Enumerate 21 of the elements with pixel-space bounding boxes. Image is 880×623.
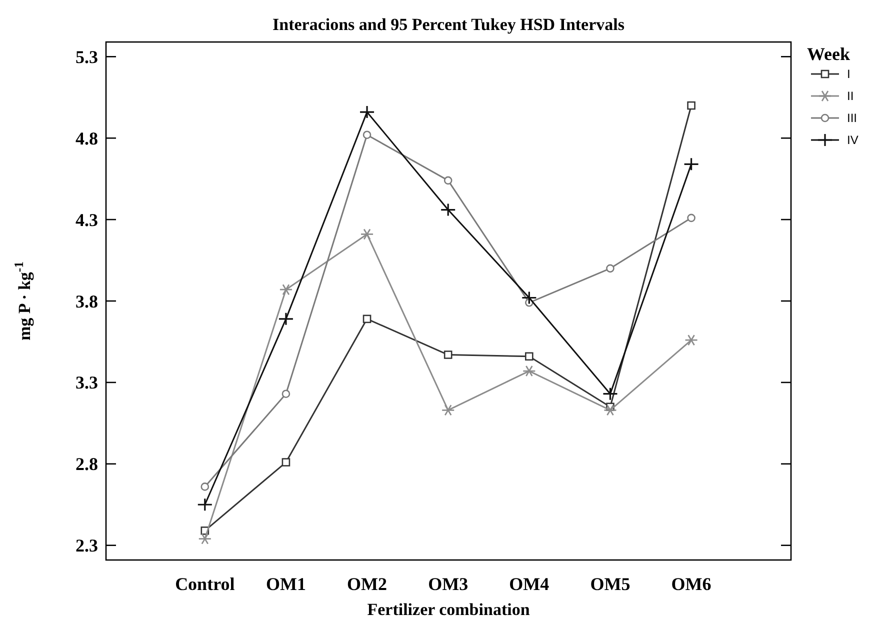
y-tick-label: 5.3 bbox=[76, 46, 98, 67]
x-tick-label: OM3 bbox=[428, 574, 468, 594]
legend-label: III bbox=[847, 111, 858, 126]
chart-title: Interacions and 95 Percent Tukey HSD Intervals bbox=[272, 15, 625, 34]
y-tick-label: 4.8 bbox=[76, 128, 98, 148]
x-tick-label: Control bbox=[175, 574, 235, 594]
y-tick-label: 2.3 bbox=[76, 536, 98, 556]
x-tick-label: OM1 bbox=[266, 574, 306, 594]
y-tick-label: 4.3 bbox=[76, 210, 98, 230]
legend-label: II bbox=[847, 89, 854, 104]
legend-label: IV bbox=[847, 133, 858, 148]
y-tick-label: 2.8 bbox=[76, 454, 98, 474]
y-tick-label: 3.8 bbox=[76, 291, 98, 312]
x-tick-label: OM2 bbox=[347, 574, 388, 594]
legend-title: Week bbox=[807, 44, 850, 64]
legend-label: I bbox=[847, 67, 850, 82]
x-tick-label: OM5 bbox=[590, 574, 630, 594]
y-tick-label: 3.3 bbox=[76, 372, 98, 393]
x-tick-label: OM4 bbox=[509, 574, 550, 594]
x-axis-title: Fertilizer combination bbox=[367, 600, 530, 619]
x-tick-label: OM6 bbox=[671, 574, 712, 594]
